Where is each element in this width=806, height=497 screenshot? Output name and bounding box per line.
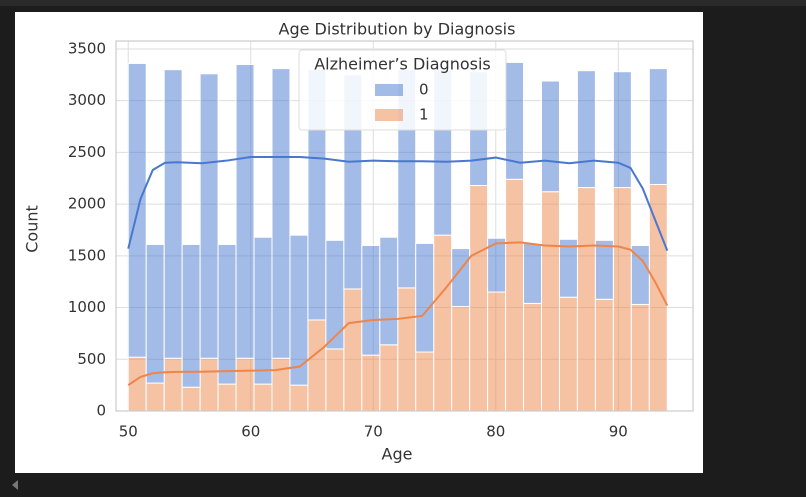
bar [576, 187, 596, 412]
y-tick-label: 3500 [68, 39, 106, 57]
bar [415, 242, 435, 353]
bar [612, 71, 632, 189]
x-tick-label: 70 [364, 423, 383, 441]
legend-swatch [375, 109, 403, 121]
bar [576, 70, 596, 189]
x-tick-label: 50 [119, 423, 138, 441]
bar [594, 298, 614, 412]
scroll-arrow[interactable] [12, 480, 18, 490]
bar [648, 68, 668, 185]
y-tick-label: 2500 [68, 143, 106, 161]
chart-title: Age Distribution by Diagnosis [279, 20, 516, 39]
bar [145, 382, 165, 412]
bar [397, 287, 417, 412]
bar [307, 319, 327, 412]
legend-label: 1 [419, 106, 429, 124]
bar [415, 351, 435, 412]
bar [199, 357, 219, 412]
y-tick-label: 1000 [68, 298, 106, 316]
bar [217, 243, 237, 385]
bar [235, 63, 255, 359]
bar [361, 244, 381, 356]
bar [217, 383, 237, 412]
bar [541, 191, 560, 412]
bar [343, 288, 363, 412]
bar [648, 183, 668, 412]
bar [523, 302, 543, 412]
kde-line [127, 156, 669, 252]
bar [253, 383, 273, 412]
bar [199, 73, 219, 359]
bar [487, 237, 507, 293]
y-tick-label: 1500 [68, 246, 106, 264]
bar [271, 68, 291, 359]
bar [289, 384, 309, 412]
bar [594, 239, 614, 300]
y-tick-label: 3000 [68, 91, 106, 109]
bar [361, 354, 381, 412]
bar [181, 386, 201, 412]
bar [325, 239, 345, 350]
bar [163, 69, 183, 359]
x-tick-label: 90 [609, 423, 628, 441]
y-tick-label: 2000 [68, 195, 106, 213]
y-tick-label: 0 [96, 402, 106, 420]
bar [379, 344, 399, 412]
x-axis-label: Age [382, 445, 413, 464]
plot: 0 500 1000 1500 2000 2500 3000 3500 50 60 70 80 90 Al… [68, 39, 694, 441]
legend-swatch [375, 84, 403, 96]
top-bar [0, 0, 806, 6]
axes-frame [115, 40, 694, 412]
y-axis-label: Count [23, 205, 42, 253]
kde-line [127, 241, 669, 386]
bar [379, 236, 399, 346]
bar [630, 244, 650, 305]
x-tick-label: 80 [486, 423, 505, 441]
bar [487, 291, 507, 412]
bar [523, 242, 543, 304]
bar [271, 357, 291, 412]
bar [612, 187, 632, 412]
bar [145, 243, 165, 384]
x-tick-label: 60 [241, 423, 260, 441]
bar [451, 306, 471, 412]
bar [325, 348, 345, 412]
bar [433, 234, 453, 412]
bar [181, 243, 201, 388]
bar [505, 178, 525, 412]
bar [235, 357, 255, 412]
legend: Alzheimer’s Diagnosis 0 1 [298, 49, 507, 131]
bar [163, 357, 183, 412]
bar [558, 238, 578, 298]
bar [558, 296, 578, 412]
bar [253, 236, 273, 385]
bar [469, 185, 489, 412]
bar [541, 80, 560, 193]
bar [630, 303, 650, 412]
y-tick-label: 500 [77, 350, 106, 368]
legend-label: 0 [419, 81, 429, 99]
legend-title: Alzheimer’s Diagnosis [314, 55, 491, 74]
